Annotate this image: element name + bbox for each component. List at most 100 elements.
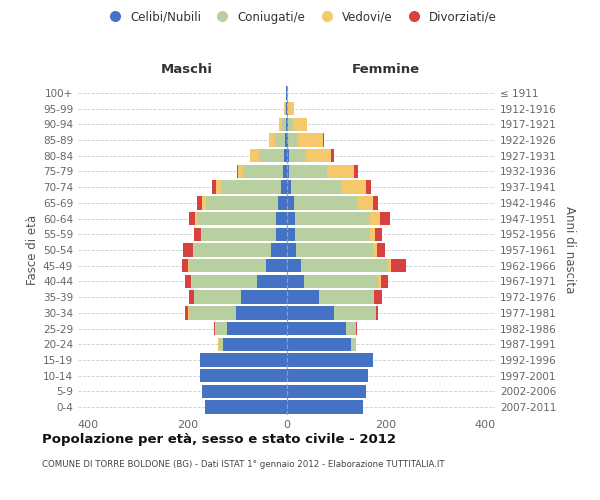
Bar [257, 274, 287, 288]
Bar [189, 290, 194, 304]
Bar [219, 338, 223, 351]
Bar [182, 259, 188, 272]
Bar [323, 134, 324, 146]
Bar [289, 149, 307, 162]
Bar [238, 164, 243, 178]
Bar [202, 228, 275, 241]
Bar [287, 400, 364, 414]
Bar [189, 306, 236, 320]
Bar [287, 118, 288, 131]
Bar [304, 274, 379, 288]
Bar [284, 149, 287, 162]
Bar [380, 212, 390, 225]
Bar [354, 164, 358, 178]
Bar [183, 244, 193, 256]
Bar [189, 259, 266, 272]
Bar [287, 196, 294, 209]
Bar [374, 290, 382, 304]
Bar [331, 149, 334, 162]
Bar [294, 196, 358, 209]
Bar [334, 306, 376, 320]
Bar [250, 149, 259, 162]
Bar [298, 134, 323, 146]
Bar [216, 180, 221, 194]
Bar [341, 180, 366, 194]
Bar [295, 212, 370, 225]
Bar [191, 274, 192, 288]
Bar [287, 102, 289, 115]
Bar [216, 322, 227, 335]
Bar [288, 118, 293, 131]
Bar [284, 102, 285, 115]
Bar [200, 369, 287, 382]
Bar [287, 338, 351, 351]
Bar [279, 118, 281, 131]
Bar [243, 164, 283, 178]
Bar [200, 354, 287, 366]
Bar [237, 164, 238, 178]
Bar [202, 196, 206, 209]
Bar [194, 244, 271, 256]
Bar [373, 244, 377, 256]
Bar [293, 118, 307, 131]
Bar [373, 196, 379, 209]
Bar [358, 196, 373, 209]
Bar [373, 290, 374, 304]
Bar [287, 180, 292, 194]
Bar [292, 180, 341, 194]
Bar [269, 134, 275, 146]
Bar [275, 212, 287, 225]
Bar [185, 274, 191, 288]
Bar [221, 180, 281, 194]
Bar [188, 306, 189, 320]
Bar [287, 322, 346, 335]
Bar [289, 134, 298, 146]
Bar [295, 228, 370, 241]
Bar [375, 228, 382, 241]
Bar [287, 149, 289, 162]
Bar [287, 228, 295, 241]
Bar [236, 306, 287, 320]
Bar [218, 338, 219, 351]
Bar [223, 338, 287, 351]
Bar [351, 338, 356, 351]
Bar [370, 212, 380, 225]
Bar [356, 322, 357, 335]
Bar [284, 134, 287, 146]
Bar [215, 322, 216, 335]
Bar [201, 228, 202, 241]
Bar [192, 274, 257, 288]
Text: Femmine: Femmine [352, 62, 420, 76]
Bar [202, 385, 287, 398]
Bar [193, 244, 194, 256]
Bar [327, 164, 354, 178]
Text: Popolazione per età, sesso e stato civile - 2012: Popolazione per età, sesso e stato civil… [42, 432, 396, 446]
Bar [379, 274, 381, 288]
Bar [377, 244, 385, 256]
Bar [185, 306, 188, 320]
Bar [296, 244, 373, 256]
Bar [370, 228, 375, 241]
Y-axis label: Fasce di età: Fasce di età [26, 215, 39, 285]
Bar [287, 274, 304, 288]
Bar [197, 196, 202, 209]
Bar [381, 274, 388, 288]
Bar [189, 212, 194, 225]
Bar [275, 228, 287, 241]
Bar [319, 290, 373, 304]
Text: Maschi: Maschi [161, 62, 213, 76]
Bar [287, 86, 288, 100]
Bar [287, 134, 289, 146]
Bar [346, 322, 356, 335]
Bar [194, 212, 197, 225]
Bar [287, 290, 319, 304]
Bar [241, 290, 287, 304]
Bar [206, 196, 278, 209]
Legend: Celibi/Nubili, Coniugati/e, Vedovi/e, Divorziati/e: Celibi/Nubili, Coniugati/e, Vedovi/e, Di… [98, 6, 502, 28]
Bar [287, 354, 373, 366]
Bar [285, 102, 286, 115]
Bar [283, 164, 287, 178]
Bar [289, 164, 327, 178]
Bar [287, 369, 368, 382]
Bar [366, 180, 371, 194]
